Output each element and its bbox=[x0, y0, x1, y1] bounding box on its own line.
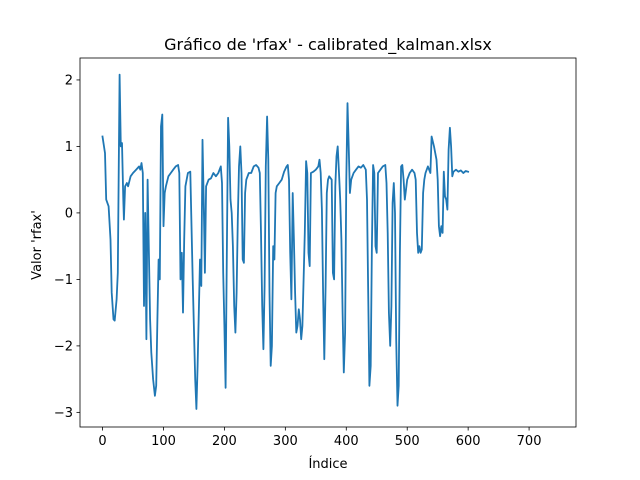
x-tick-label: 200 bbox=[212, 434, 237, 449]
x-tick-label: 700 bbox=[517, 434, 542, 449]
series-line-0 bbox=[101, 73, 470, 410]
y-tick-label: −2 bbox=[54, 339, 73, 354]
plot-area: 0 100 200 300 400 500 600 700 −3 −2 −1 0 1 2 bbox=[54, 57, 577, 449]
y-tick-label: −1 bbox=[54, 273, 73, 288]
x-axis-label: Índice bbox=[308, 456, 347, 472]
chart-title: Gráfico de 'rfax' - calibrated_kalman.xl… bbox=[164, 35, 492, 55]
y-tick-label: −3 bbox=[54, 406, 73, 421]
x-tick-label: 100 bbox=[151, 434, 176, 449]
x-tick-label: 300 bbox=[273, 434, 298, 449]
y-tick-label: 0 bbox=[65, 206, 73, 221]
x-tick-label: 600 bbox=[456, 434, 481, 449]
x-tick-label: 500 bbox=[395, 434, 420, 449]
plot-frame bbox=[79, 57, 577, 428]
y-axis-label: Valor 'rfax' bbox=[30, 210, 45, 280]
x-tick-label: 0 bbox=[98, 434, 106, 449]
y-tick-label: 1 bbox=[65, 140, 73, 155]
y-tick-label: 2 bbox=[65, 73, 73, 88]
x-tick-label: 400 bbox=[334, 434, 359, 449]
